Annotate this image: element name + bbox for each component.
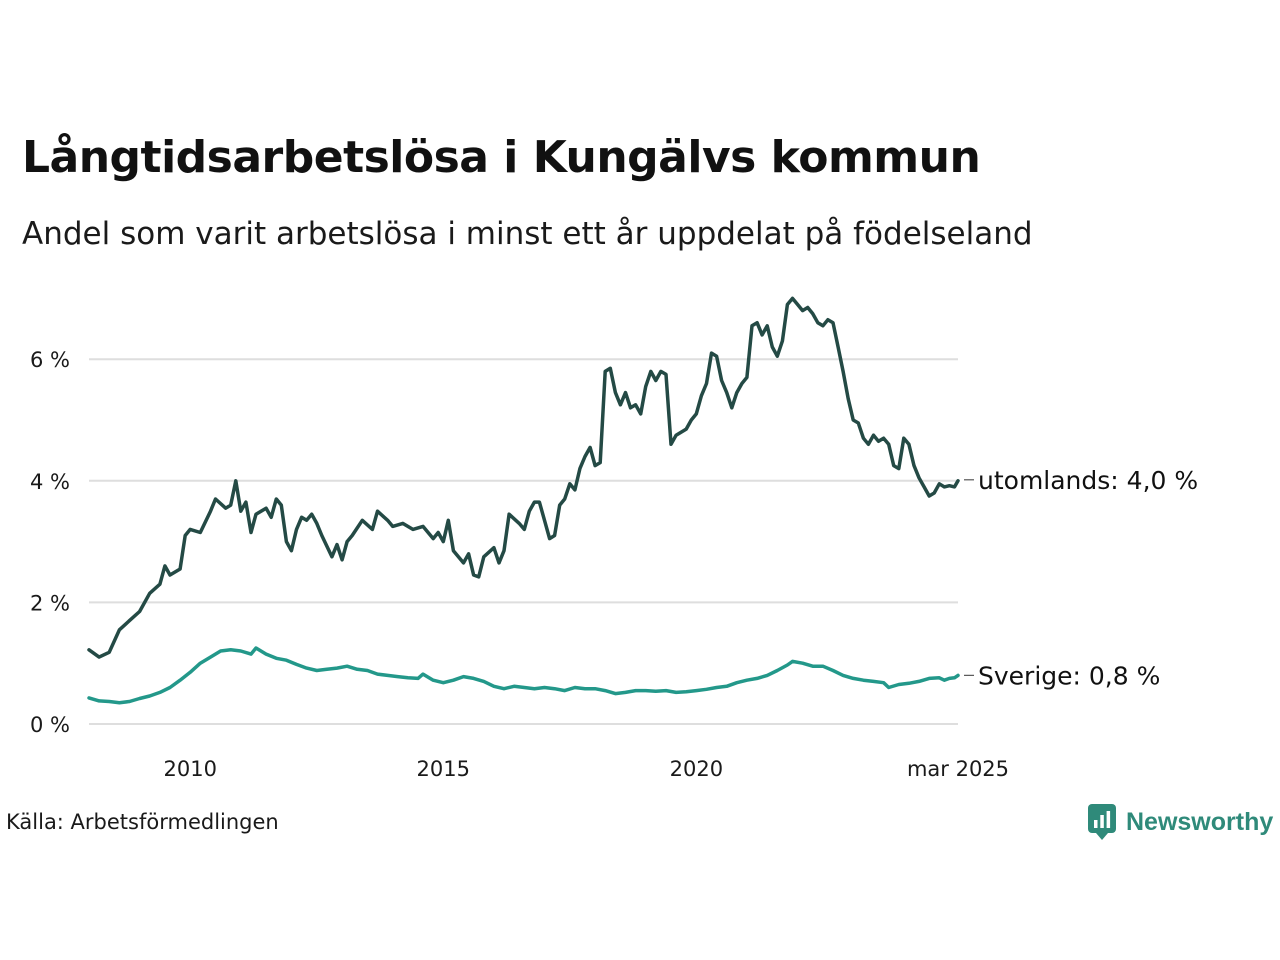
series-end-labels: utomlands: 4,0 % Sverige: 0,8 % [964, 466, 1198, 690]
brand-name: Newsworthy [1126, 807, 1274, 836]
source-note: Källa: Arbetsförmedlingen [6, 810, 279, 834]
series-lines [87, 296, 960, 705]
newsworthy-logo-icon [1088, 804, 1116, 840]
brand-logo[interactable]: Newsworthy [1088, 803, 1273, 841]
y-tick-label: 6 % [30, 348, 70, 372]
gridlines [89, 358, 958, 725]
x-tick-label: 2015 [417, 757, 470, 781]
series-end-label: utomlands: 4,0 % [978, 466, 1198, 495]
y-tick-label: 4 % [30, 470, 70, 494]
chart-subtitle: Andel som varit arbetslösa i minst ett å… [22, 216, 1033, 252]
y-tick-label: 2 % [30, 591, 70, 615]
y-tick-label: 0 % [30, 713, 70, 737]
x-axis-ticks: 2010 2015 2020 mar 2025 [163, 757, 1009, 781]
y-axis-ticks: 0 % 2 % 4 % 6 % [30, 348, 70, 737]
series-line-utomlands [87, 296, 960, 659]
series-line-sverige [87, 646, 960, 705]
chart-title: Långtidsarbetslösa i Kungälvs kommun [22, 132, 981, 183]
x-tick-label: mar 2025 [907, 757, 1009, 781]
x-tick-label: 2010 [163, 757, 216, 781]
series-end-label: Sverige: 0,8 % [978, 661, 1160, 690]
x-tick-label: 2020 [670, 757, 723, 781]
